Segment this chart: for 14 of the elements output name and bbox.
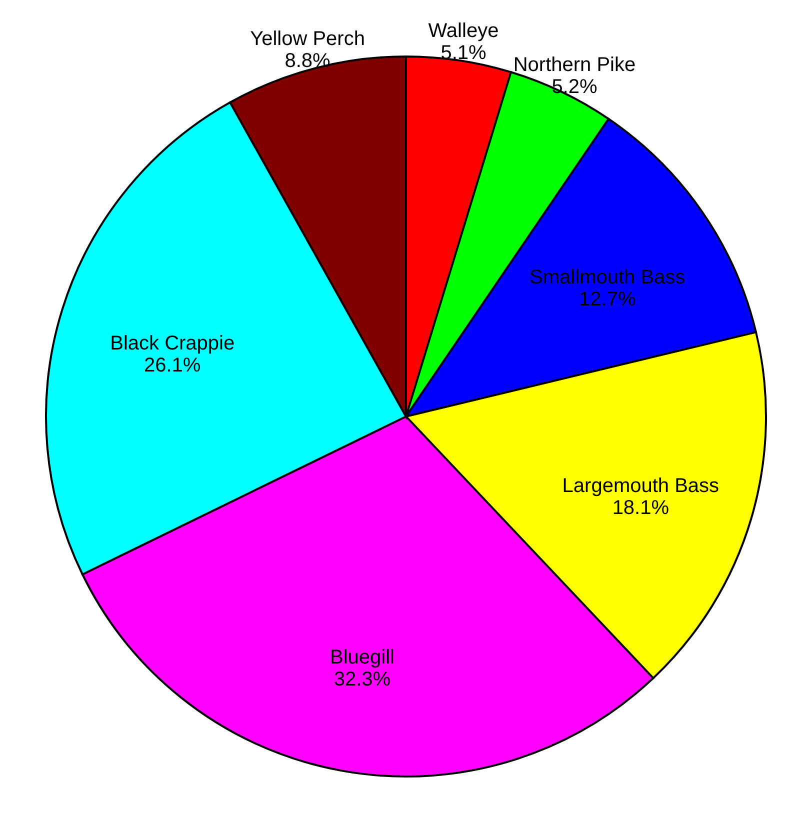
data-label: 5.1% (440, 42, 486, 64)
data-label: 26.1% (144, 354, 201, 376)
data-label: 5.2% (552, 76, 598, 98)
data-label: 18.1% (612, 497, 670, 520)
slice-label: Smallmouth Bass (530, 266, 686, 288)
slice-label: Yellow Perch (250, 28, 365, 50)
slice-label: Bluegill (330, 646, 394, 668)
data-label: 32.3% (334, 668, 391, 690)
data-label: 12.7% (579, 288, 636, 310)
data-label: 8.8% (284, 50, 331, 72)
slice-label: Largemouth Bass (562, 475, 720, 498)
slice-label: Black Crappie (110, 332, 235, 354)
slice-label: Northern Pike (513, 54, 636, 76)
slice-label: Walleye (428, 20, 499, 42)
